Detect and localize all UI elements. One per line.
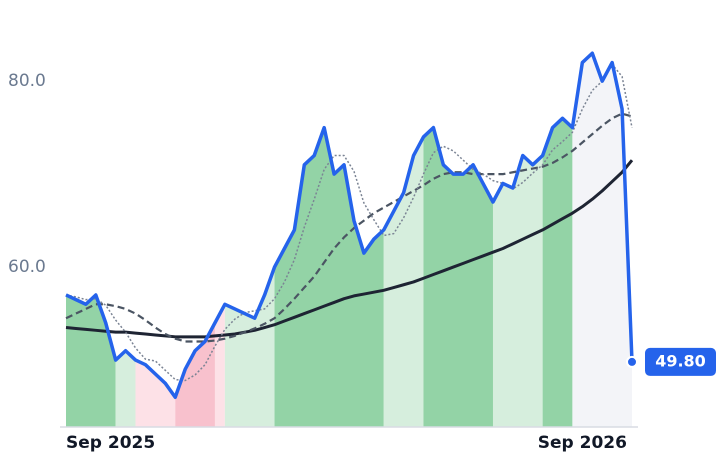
y-tick-label: 60.0 — [8, 257, 46, 277]
x-tick-label: Sep 2025 — [66, 433, 155, 453]
regime-band — [572, 53, 632, 427]
value-label: 49.80 — [655, 351, 706, 370]
value-badge — [645, 347, 716, 376]
last-point — [626, 355, 638, 368]
regime-band — [542, 118, 573, 427]
regime-band — [383, 136, 424, 427]
regime-band — [274, 127, 384, 427]
regime-band — [135, 360, 176, 427]
price-line — [65, 51, 634, 399]
x-tick-label: Sep 2026 — [538, 433, 627, 453]
regime-band — [423, 127, 493, 427]
regime-band — [492, 155, 543, 427]
regime-band — [66, 294, 116, 427]
y-tick-label: 80.0 — [8, 71, 46, 91]
moving-average — [65, 159, 634, 339]
regime-band — [224, 267, 275, 427]
moving-average — [65, 112, 633, 343]
regime-band — [115, 350, 136, 427]
